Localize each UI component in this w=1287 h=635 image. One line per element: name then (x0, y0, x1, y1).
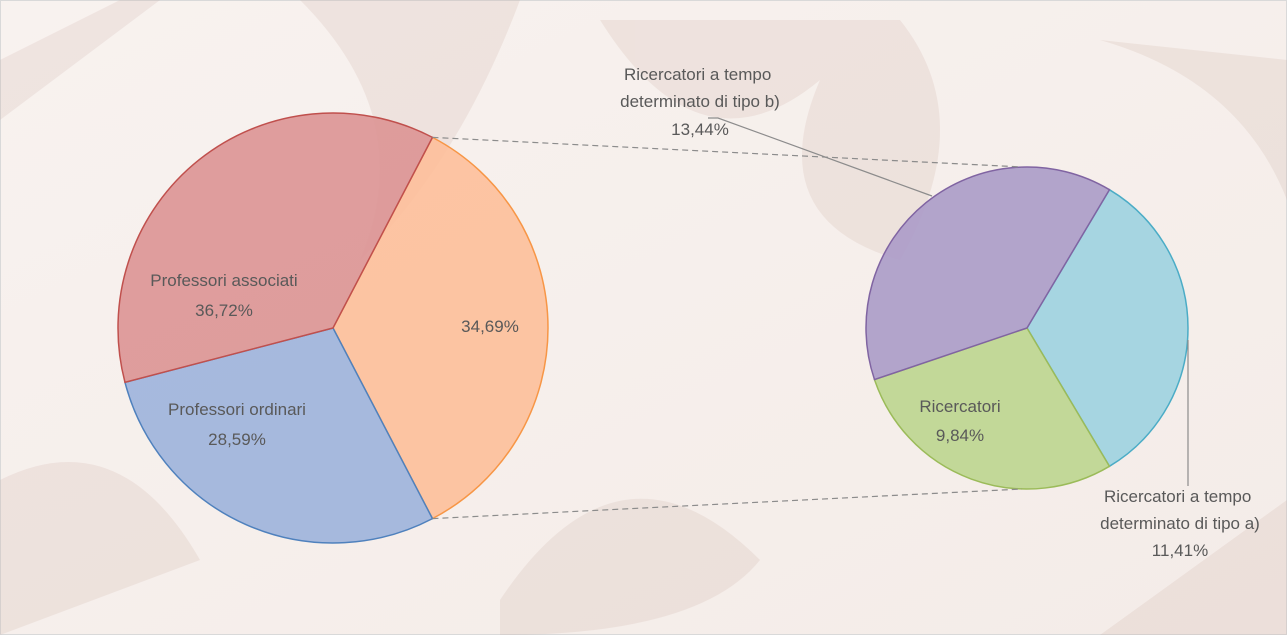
data-label: 28,59% (208, 430, 266, 449)
data-label: 13,44% (671, 120, 729, 139)
data-label: Professori ordinari (168, 400, 306, 419)
connector-line (432, 136, 1023, 168)
pie-slice (865, 166, 1111, 381)
data-label: 34,69% (461, 317, 519, 336)
data-label: 11,41% (1152, 541, 1208, 560)
data-label: Professori associati (150, 271, 297, 290)
connector-line (432, 488, 1023, 520)
pie-slice (117, 112, 434, 384)
leader-line (708, 117, 933, 197)
data-label: Ricercatori a tempo determinato di tipo … (620, 65, 780, 111)
data-label: 36,72% (195, 301, 253, 320)
pie-slice (332, 136, 549, 520)
data-label: Ricercatori (919, 397, 1000, 416)
data-label: Ricercatori a tempo determinato di tipo … (1100, 487, 1260, 533)
pie-slice (1026, 188, 1189, 468)
pie-slice (873, 327, 1111, 490)
pie-slice (124, 327, 434, 544)
data-label: 9,84% (936, 426, 984, 445)
